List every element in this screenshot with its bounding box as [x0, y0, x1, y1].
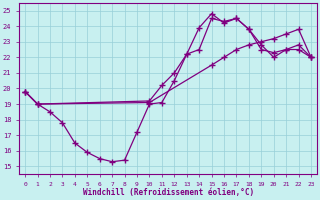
- X-axis label: Windchill (Refroidissement éolien,°C): Windchill (Refroidissement éolien,°C): [83, 188, 254, 197]
